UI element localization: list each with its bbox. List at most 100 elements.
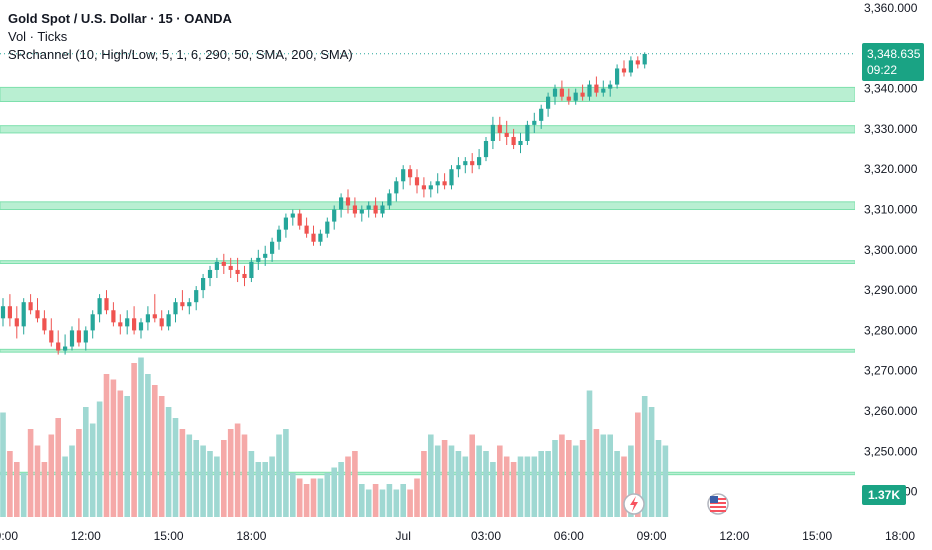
volume-bars [0,357,669,517]
volume-bar [41,462,48,517]
volume-bar [89,423,96,517]
volume-bar [241,434,248,517]
price-axis[interactable]: 3,360.0003,350.0003,340.0003,330.0003,32… [855,0,932,550]
sr-channel-band [0,260,856,265]
volume-bar [152,385,158,517]
time-tick-label: 03:00 [471,529,501,543]
candle-body [345,197,351,206]
indicator-legend[interactable]: SRchannel (10, High/Low, 5, 1, 6, 290, 5… [8,47,353,62]
volume-bar [372,484,379,517]
time-tick-label: 12:00 [719,529,749,543]
candle-body [608,84,613,89]
symbol-title[interactable]: Gold Spot / U.S. Dollar · 15 · OANDA [8,11,232,26]
volume-bar [386,484,393,517]
lightning-icon[interactable] [623,493,645,515]
volume-bar [34,445,41,517]
volume-bar [117,390,124,517]
candle-body [76,330,81,343]
candle-body [449,169,454,186]
volume-bar [96,401,103,517]
volume-bar [62,456,68,517]
candle-body [421,185,426,190]
volume-bar [303,484,310,517]
candle-body [394,181,399,194]
volume-bar [138,357,144,517]
candle-body [97,298,102,315]
volume-bar [628,445,634,517]
time-tick-label: 15:00 [802,529,832,543]
candle-body [428,185,433,190]
volume-bar [524,456,531,517]
volume-bar [110,379,117,517]
last-price-value: 3,348.635 [867,47,921,61]
price-tick-label: 3,290.000 [864,283,918,297]
volume-bar [510,462,517,517]
volume-bar [593,429,600,517]
candle-body [69,330,75,347]
time-tick-label: 15:00 [154,529,184,543]
volume-bar [338,462,344,517]
volume-bar [27,429,34,517]
candle-body [207,269,213,279]
volume-bar [531,456,538,517]
candle-body [339,197,344,210]
candle-body [456,165,461,170]
volume-bar [476,445,482,517]
volume-legend[interactable]: Vol · Ticks [8,29,68,44]
candle-body [125,318,130,327]
candle-body [532,120,537,125]
candle-body [90,314,95,331]
candle-body [173,302,178,315]
volume-bar [441,440,448,517]
volume-bar [179,429,186,517]
candle-body [325,221,330,234]
candle-body [566,96,571,101]
price-tick-label: 3,280.000 [864,323,918,337]
candle-body [380,205,385,214]
candle-body [628,60,633,73]
candle-body [497,124,502,133]
candle-body [573,92,578,101]
volume-bar [69,445,75,517]
volume-bar [428,434,434,517]
candle-body [256,257,261,262]
candle-body [546,96,551,109]
volume-bar [455,451,462,517]
volume-bar [172,418,179,517]
volume-bar [641,396,648,517]
volume-bar [352,451,358,517]
candle-body [180,302,185,307]
volume-bar [145,374,151,517]
candle-body [42,318,47,331]
volume-bar [517,456,524,517]
candle-body [539,108,544,121]
volume-bar [234,423,241,517]
us-flag-icon[interactable] [707,493,729,515]
candle-body [56,342,61,351]
volume-bar [448,445,455,517]
candle-body [49,330,54,343]
candle-body [152,314,157,319]
sr-channel-band [0,125,856,134]
price-tick-label: 3,300.000 [864,243,918,257]
price-tick-label: 3,330.000 [864,122,918,136]
volume-bar [490,462,496,517]
bar-countdown: 09:22 [867,63,898,77]
volume-bar [83,407,89,517]
candle-body [249,261,254,279]
time-tick-label: 09:00 [0,529,18,543]
candle-body [187,302,192,307]
volume-bar [379,489,386,517]
candle-body [594,84,599,93]
candle-body [642,53,647,65]
candle-body [359,209,364,214]
volume-bar [559,434,565,517]
time-axis[interactable]: 09:00 12:00 15:00 18:00 Jul 03:00 06:00 09:00 12… [0,523,932,550]
candle-body [304,225,309,234]
candle-body [290,213,295,218]
chart-legend: Gold Spot / U.S. Dollar · 15 · OANDA Vol… [8,10,353,64]
candle-body [483,140,489,158]
volume-bar [621,456,627,517]
volume-bar [421,451,427,517]
